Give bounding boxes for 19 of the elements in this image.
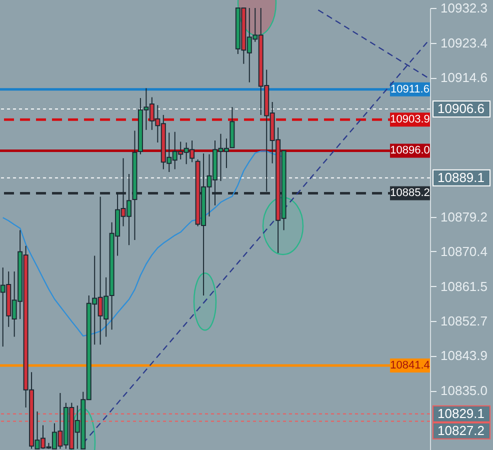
ref-line-label: 10827.2	[438, 422, 484, 438]
y-tick-label: 10861.5	[440, 278, 488, 294]
y-tick-label: 10923.4	[440, 36, 488, 50]
y-tick-label: 10835.0	[440, 383, 488, 398]
y-tick-label: 10914.6	[440, 70, 488, 86]
ref-line-label: 10911.6	[390, 83, 430, 96]
ref-line-label: 10829.1	[438, 406, 484, 421]
y-tick-label: 10870.4	[440, 244, 488, 259]
y-tick-label: 10932.3	[440, 0, 488, 16]
ref-line-label: 10885.2	[390, 187, 430, 200]
ref-line-label: 10903.9	[390, 114, 430, 126]
y-tick-label: 10879.2	[440, 209, 488, 224]
y-tick-label: 10843.9	[440, 348, 488, 364]
ref-line-label: 10906.6	[438, 101, 484, 116]
line-series	[2, 150, 284, 337]
ref-line-label: 10896.0	[390, 144, 430, 157]
ref-line-label: 10889.1	[438, 170, 484, 185]
ref-line-label: 10841.4	[390, 359, 430, 372]
y-tick-label: 10852.7	[440, 314, 488, 329]
